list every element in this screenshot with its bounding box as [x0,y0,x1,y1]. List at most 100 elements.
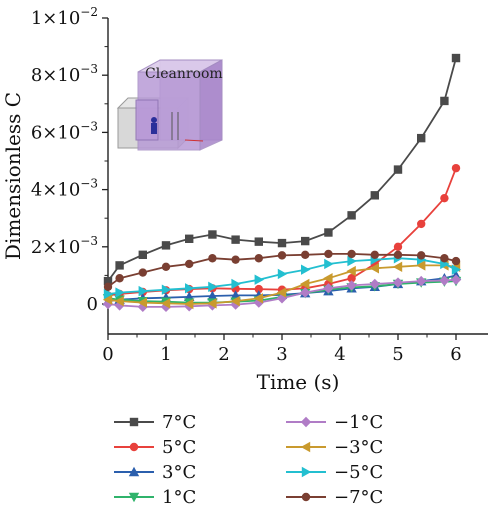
data-point [347,249,356,259]
legend-item: −7°C [286,487,383,508]
legend-marker [129,417,139,427]
data-point [439,275,450,286]
data-point [254,284,263,294]
y-tick-label: 4×10−3 [31,177,98,201]
data-point [392,261,403,273]
data-point [254,274,264,285]
data-point [160,298,171,309]
legend-marker [129,442,139,452]
legend: 7°C 5°C 3°C 1°C −1°C −3°C −5°C −7°C [114,412,383,508]
data-point [115,287,125,298]
data-point [347,211,356,220]
legend-item: −1°C [286,412,383,433]
data-point [208,281,218,293]
data-point [208,230,217,239]
data-point [161,241,171,250]
data-point [161,262,171,272]
x-tick-label: 4 [334,344,345,365]
series-1 [103,163,461,300]
data-point [346,265,356,277]
y-tick-label: 0 [87,294,98,315]
series-7 [103,249,461,292]
legend-label: 1°C [162,487,196,508]
data-point [451,53,461,63]
data-point [253,293,263,304]
data-point [254,254,263,263]
data-point [393,250,403,260]
data-point [185,283,195,294]
series-6 [103,253,462,300]
cleanroom-inset-illustration: Cleanroom [116,59,223,151]
data-point [301,250,310,260]
series-layer [102,53,462,313]
data-point [301,264,311,275]
data-point [103,288,114,300]
data-point [346,280,357,291]
data-point [451,264,462,275]
data-point [276,287,287,298]
legend-marker [300,441,311,453]
legend-label: −5°C [334,462,383,483]
legend-label: 3°C [162,462,196,483]
data-point [301,236,310,246]
legend-label: 5°C [162,437,196,458]
data-point [230,295,240,307]
legend-marker [301,492,311,502]
data-point [323,283,334,294]
legend-label: 7°C [162,412,196,433]
data-point [416,275,427,287]
data-point [103,276,113,286]
x-axis-title: Time (s) [257,370,340,394]
data-point [103,282,113,292]
legend-item: −5°C [286,462,383,483]
data-point [277,238,287,248]
data-point [347,274,356,283]
data-point [277,251,287,260]
x-tick-label: 1 [160,344,171,365]
inset-label: Cleanroom [145,66,223,82]
y-tick-label: 1×10−2 [31,5,98,29]
data-point [231,278,241,290]
data-point [115,274,124,283]
data-point [451,163,461,173]
y-axis-title: Dimensionless C [1,92,25,260]
data-point [369,278,380,290]
data-point [393,165,403,174]
x-tick-label: 6 [450,344,461,365]
y-tick-label: 8×10−3 [31,62,98,86]
data-point [300,287,311,298]
data-point [451,256,461,266]
legend-marker [301,466,312,478]
legend-marker [128,492,140,503]
data-point [208,254,217,263]
data-point [115,261,124,270]
y-tick-label: 6×10−3 [31,119,98,143]
data-point [392,277,404,288]
data-point [440,193,449,203]
x-tick-label: 5 [392,344,403,365]
data-point [161,284,172,295]
data-point [417,251,426,260]
data-point [417,219,426,229]
data-point [231,255,240,264]
data-point [324,249,333,259]
data-point [369,263,379,274]
legend-marker [300,416,312,428]
x-tick-label: 0 [102,344,113,365]
data-point [416,260,426,271]
series-4 [102,274,462,313]
data-point [114,295,124,307]
data-point [393,242,403,251]
data-point [277,268,288,280]
data-point [207,298,217,309]
legend-label: −3°C [334,437,383,458]
series-0 [103,53,461,286]
data-point [347,255,357,267]
data-point [440,96,449,106]
data-point [102,294,113,305]
data-point [207,290,218,301]
data-point [450,274,462,285]
data-point [185,234,194,243]
axis-ticks [102,17,457,340]
data-point [417,133,426,143]
